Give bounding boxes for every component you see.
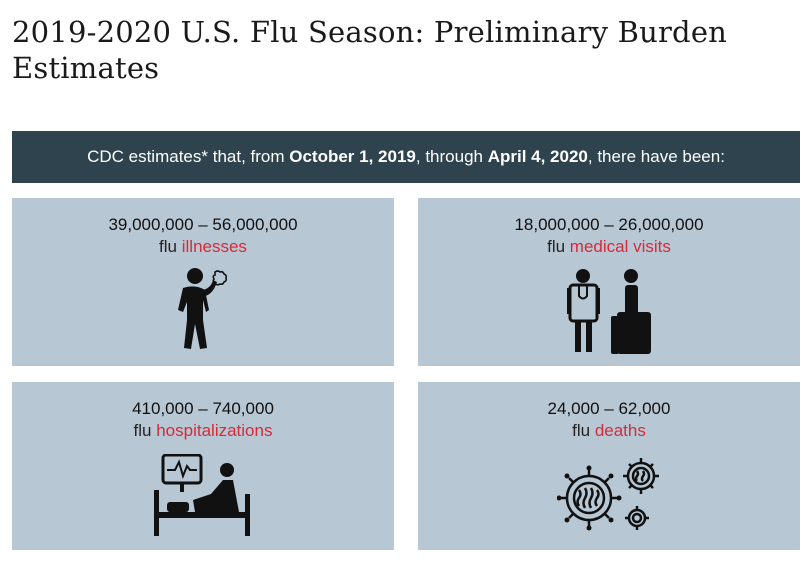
- banner-mid: , through: [415, 147, 488, 166]
- medical-visits-prefix: flu: [547, 237, 570, 256]
- illnesses-card: 39,000,000 – 56,000,000 flu illnesses: [12, 198, 394, 366]
- medical-visits-label: flu medical visits: [418, 236, 800, 258]
- virus-icon: [418, 456, 800, 536]
- hospitalizations-accent: hospitalizations: [156, 421, 273, 440]
- illnesses-accent: illnesses: [181, 237, 247, 256]
- hospitalizations-prefix: flu: [133, 421, 157, 440]
- banner-end-date: April 4, 2020: [487, 147, 588, 166]
- hospital-bed-icon: [12, 454, 394, 536]
- page-title: 2019-2020 U.S. Flu Season: Preliminary B…: [12, 15, 728, 85]
- hospitalizations-card: 410,000 – 740,000 flu hospitalizations: [12, 382, 394, 550]
- medical-visits-card: 18,000,000 – 26,000,000 flu medical visi…: [418, 198, 800, 366]
- banner-post: , there have been:: [587, 147, 725, 166]
- deaths-accent: deaths: [594, 421, 646, 440]
- banner-pre: CDC estimates* that, from: [87, 147, 290, 166]
- sick-person-icon: [12, 266, 394, 352]
- hospitalizations-label: flu hospitalizations: [12, 420, 394, 442]
- deaths-range: 24,000 – 62,000: [547, 399, 671, 418]
- deaths-prefix: flu: [572, 421, 595, 440]
- doctor-patient-icon: [418, 268, 800, 354]
- hospitalizations-range: 410,000 – 740,000: [132, 399, 274, 418]
- illnesses-label: flu illnesses: [12, 236, 394, 258]
- illnesses-range: 39,000,000 – 56,000,000: [108, 215, 298, 234]
- illnesses-prefix: flu: [159, 237, 182, 256]
- medical-visits-accent: medical visits: [569, 237, 671, 256]
- banner-text: CDC estimates* that, from October 1, 201…: [87, 147, 725, 167]
- estimate-banner: CDC estimates* that, from October 1, 201…: [12, 131, 800, 183]
- deaths-label: flu deaths: [418, 420, 800, 442]
- medical-visits-range: 18,000,000 – 26,000,000: [514, 215, 704, 234]
- deaths-card: 24,000 – 62,000 flu deaths: [418, 382, 800, 550]
- banner-start-date: October 1, 2019: [289, 147, 416, 166]
